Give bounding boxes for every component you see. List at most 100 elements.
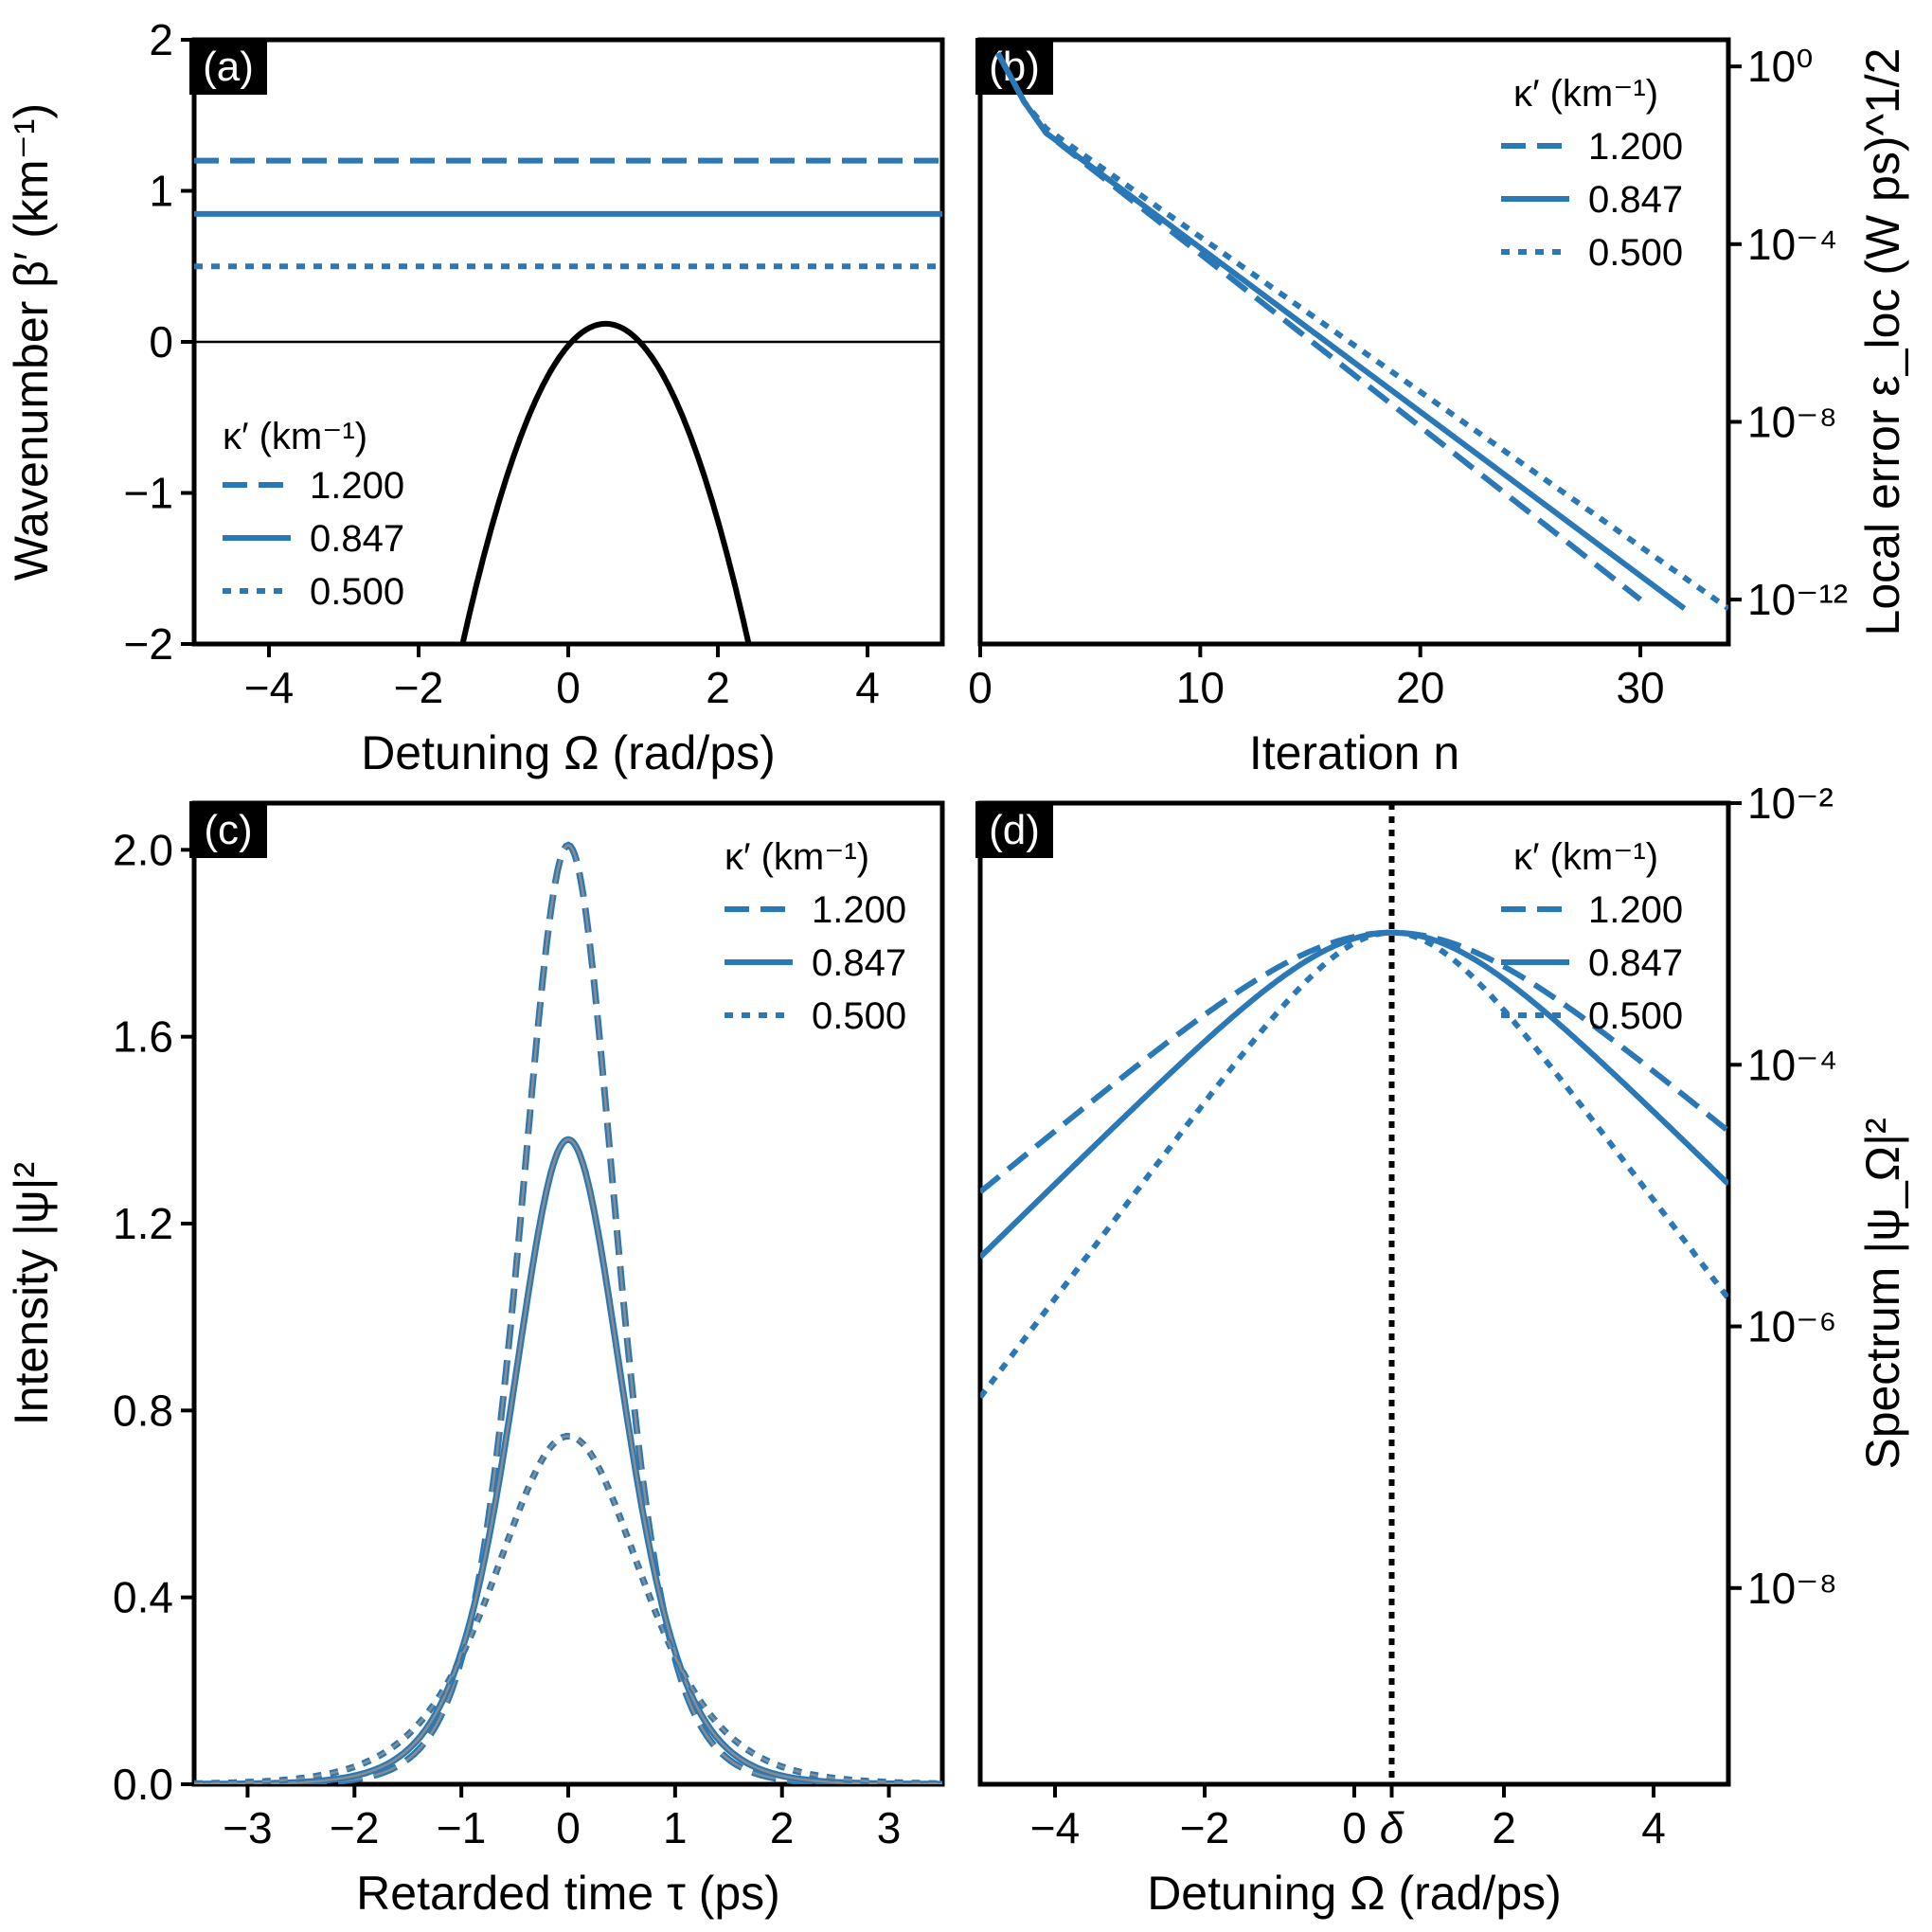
panel-b-series-dashed xyxy=(994,51,1642,602)
panel-d-series-dotted xyxy=(980,929,1728,1400)
panel-a-xtick-label: −2 xyxy=(394,663,443,712)
panel-c-xtick-label: −3 xyxy=(223,1803,272,1852)
panel-d-delta-label: δ xyxy=(1380,1803,1404,1852)
panel-c-ytick-label: 1.2 xyxy=(113,1199,173,1248)
panel-b-series-solid xyxy=(994,51,1687,611)
panel-d-legend-entry: 1.200 xyxy=(1588,889,1683,931)
panel-b-legend-entry: 0.500 xyxy=(1588,232,1683,274)
panel-a-legend: κ′ (km⁻¹) 1.200 0.847 0.500 xyxy=(223,416,404,613)
panel-a-xtick-label: 4 xyxy=(855,663,880,712)
panel-c-series-dotted xyxy=(194,1432,942,1784)
panel-a-legend-entry: 0.500 xyxy=(310,571,404,613)
panel-a-legend-title: κ′ (km⁻¹) xyxy=(223,416,367,457)
panel-c-label-box: (c) xyxy=(189,801,267,858)
panel-c-series-solid xyxy=(194,1136,942,1784)
panel-b-ytick-label: 10⁻¹² xyxy=(1747,575,1848,624)
panel-a-dispersion-curve xyxy=(459,320,752,644)
panel-b-ylabel: Local error ε_loc (W ps)^1/2 xyxy=(1856,48,1909,636)
panel-c-series-dashed xyxy=(194,841,942,1784)
panel-a-yticks: −2 −1 0 1 2 xyxy=(124,15,194,669)
panel-c-reference-solid xyxy=(194,1137,942,1784)
panel-d-xticks: −4 −2 0 2 4 δ xyxy=(1030,1784,1666,1852)
panel-c-reference-dashed xyxy=(194,844,942,1784)
panel-b-legend-title: κ′ (km⁻¹) xyxy=(1513,73,1658,115)
panel-b-xticks: 0 10 20 30 xyxy=(968,644,1665,712)
panel-a-ylabel: Wavenumber β′ (km⁻¹) xyxy=(5,103,58,581)
panel-c-label: (c) xyxy=(204,807,252,853)
panel-a-ytick-label: −2 xyxy=(124,619,173,669)
panel-b-ytick-label: 10⁻⁴ xyxy=(1747,220,1837,269)
panel-b-xtick-label: 30 xyxy=(1616,663,1664,712)
panel-c-reference-dotted xyxy=(194,1435,942,1784)
panel-b-legend-entry: 1.200 xyxy=(1588,126,1683,168)
panel-b-xtick-label: 10 xyxy=(1176,663,1225,712)
panel-c-xticks: −3 −2 −1 0 1 2 3 xyxy=(223,1784,901,1852)
panel-d-label-box: (d) xyxy=(975,801,1053,858)
panel-c-xtick-label: 0 xyxy=(556,1803,581,1852)
panel-c-ytick-label: 2.0 xyxy=(113,825,173,874)
panel-a-xtick-label: 2 xyxy=(706,663,730,712)
panel-b-ytick-label: 10⁻⁸ xyxy=(1747,397,1837,446)
panel-b-xtick-label: 20 xyxy=(1396,663,1444,712)
panel-d-label: (d) xyxy=(989,807,1040,853)
panel-d-xlabel: Detuning Ω (rad/ps) xyxy=(1147,1867,1562,1920)
panel-d-plot xyxy=(980,803,1728,1784)
panel-d-ytick-label: 10⁻⁴ xyxy=(1747,1040,1837,1089)
panel-d-legend-entry: 0.500 xyxy=(1588,995,1683,1037)
panel-d-series-solid xyxy=(980,929,1728,1260)
panel-c-xtick-label: −1 xyxy=(437,1803,486,1852)
panel-a-label-box: (a) xyxy=(189,38,267,95)
panel-d-xtick-label: 0 xyxy=(1342,1803,1367,1852)
panel-d-ytick-label: 10⁻² xyxy=(1747,778,1834,828)
panel-c-legend-entry: 0.500 xyxy=(812,995,906,1037)
panel-a-xtick-label: −4 xyxy=(244,663,294,712)
panel-d-xtick-label: −2 xyxy=(1180,1803,1229,1852)
panel-c-legend-title: κ′ (km⁻¹) xyxy=(724,836,869,878)
panel-c-xlabel: Retarded time τ (ps) xyxy=(356,1867,780,1920)
panel-d-yticks: 10⁻² 10⁻⁴ 10⁻⁶ 10⁻⁸ xyxy=(1728,778,1837,1613)
panel-c-ytick-label: 0.4 xyxy=(113,1573,173,1622)
panel-a-legend-entry: 1.200 xyxy=(310,465,404,507)
panel-b-frame xyxy=(977,37,1731,647)
panel-c: (c) −3 −2 −1 0 1 2 3 0.0 0.4 0.8 1.2 1.6 2.0 Retard… xyxy=(5,800,945,1920)
panel-a-xtick-label: 0 xyxy=(556,663,581,712)
panel-b-series-dotted xyxy=(994,51,1728,611)
panel-c-ylabel: Intensity |ψ|² xyxy=(5,1162,58,1425)
panel-c-ytick-label: 1.6 xyxy=(113,1012,173,1062)
panel-c-plot xyxy=(194,841,942,1784)
panel-a-ytick-label: 1 xyxy=(149,167,173,216)
panel-a-label: (a) xyxy=(203,44,254,90)
panel-a-plot xyxy=(194,157,942,644)
panel-b-legend: κ′ (km⁻¹) 1.200 0.847 0.500 xyxy=(1501,73,1683,274)
panel-c-xtick-label: 1 xyxy=(663,1803,688,1852)
panel-c-legend-entry: 0.847 xyxy=(812,942,906,984)
panel-a-legend-entry: 0.847 xyxy=(310,518,404,560)
panel-b-xtick-label: 0 xyxy=(968,663,993,712)
panel-a-ytick-label: 0 xyxy=(149,317,173,367)
panel-a-ytick-label: −1 xyxy=(124,469,173,518)
panel-d-ytick-label: 10⁻⁸ xyxy=(1747,1564,1837,1613)
panel-d-legend-entry: 0.847 xyxy=(1588,942,1683,984)
panel-d-legend: κ′ (km⁻¹) 1.200 0.847 0.500 xyxy=(1501,836,1683,1037)
panel-d: (d) −4 −2 0 2 4 δ 10⁻² 10⁻⁴ 10⁻⁶ 10⁻⁸ Detuning Ω… xyxy=(975,778,1909,1920)
panel-c-yticks: 0.0 0.4 0.8 1.2 1.6 2.0 xyxy=(113,825,194,1809)
panel-c-xtick-label: 2 xyxy=(770,1803,795,1852)
panel-a-xticks: −4 −2 0 2 4 xyxy=(244,644,880,712)
panel-c-xtick-label: 3 xyxy=(877,1803,902,1852)
panel-a-xlabel: Detuning Ω (rad/ps) xyxy=(361,726,776,779)
panel-b-xlabel: Iteration n xyxy=(1249,726,1459,779)
panel-d-xtick-label: 2 xyxy=(1492,1803,1516,1852)
panel-d-legend-title: κ′ (km⁻¹) xyxy=(1513,836,1658,878)
panel-c-xtick-label: −2 xyxy=(330,1803,379,1852)
panel-d-ytick-label: 10⁻⁶ xyxy=(1747,1302,1836,1351)
panel-c-ytick-label: 0.8 xyxy=(113,1386,173,1435)
panel-b-plot xyxy=(994,51,1728,611)
panel-c-ytick-label: 0.0 xyxy=(113,1760,173,1809)
panel-d-ylabel: Spectrum |ψ_Ω|² xyxy=(1856,1118,1909,1469)
panel-d-xtick-label: −4 xyxy=(1030,1803,1080,1852)
panel-a-ytick-label: 2 xyxy=(149,15,173,64)
panel-d-xtick-label: 4 xyxy=(1641,1803,1666,1852)
